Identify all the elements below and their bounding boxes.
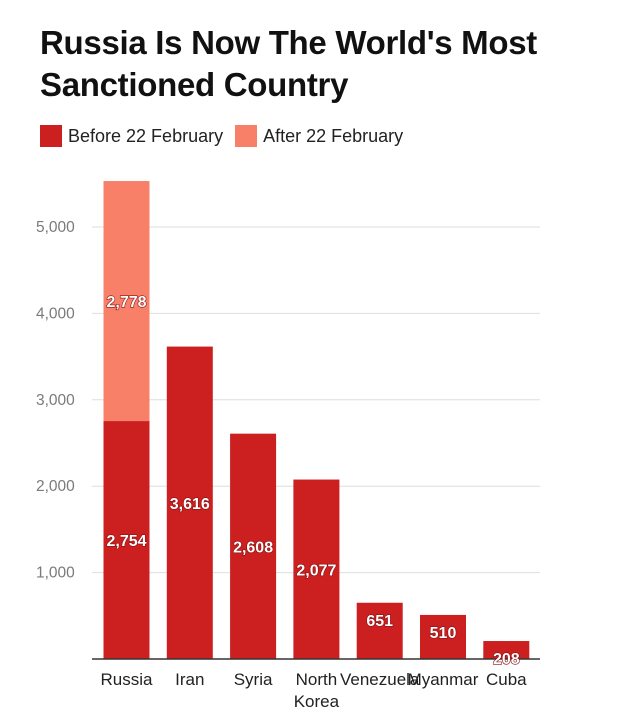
data-label: 2,754: [106, 533, 146, 550]
bar-before: [483, 641, 530, 659]
chart-title: Russia Is Now The World's Most Sanctione…: [40, 24, 537, 103]
x-tick-label: Myanmar: [408, 670, 479, 689]
data-label: 2,778: [106, 294, 146, 311]
x-tick-label: Russia: [101, 670, 154, 689]
x-tick-label: Venezuela: [340, 670, 420, 689]
x-tick-label: Cuba: [486, 670, 527, 689]
data-label: 3,616: [170, 496, 210, 513]
data-label: 2,608: [233, 539, 273, 556]
legend: Before 22 February After 22 February: [40, 124, 415, 148]
legend-item-before: Before 22 February: [40, 125, 223, 147]
bar-before: [230, 433, 277, 659]
legend-label-before: Before 22 February: [68, 125, 224, 146]
y-tick-label: 1,000: [36, 565, 75, 582]
bar-after: [103, 181, 150, 422]
data-label: 2,077: [296, 562, 336, 579]
legend-label-after: After 22 February: [263, 125, 404, 146]
bar-before: [356, 602, 403, 659]
data-label: 510: [430, 625, 457, 642]
y-tick-label: 5,000: [36, 219, 75, 236]
legend-swatch-before: [40, 125, 62, 147]
bar-before: [166, 346, 213, 659]
data-label: 651: [366, 613, 393, 630]
y-tick-label: 2,000: [36, 478, 75, 495]
bar-before: [293, 479, 340, 659]
bar-before: [420, 614, 466, 659]
legend-swatch-after: [235, 125, 258, 147]
y-tick-label: 4,000: [36, 305, 75, 322]
data-label: 208: [493, 651, 520, 668]
x-tick-label: Iran: [175, 670, 204, 689]
bar-before: [103, 421, 150, 659]
legend-item-after: After 22 February: [235, 125, 403, 147]
x-tick-label: North Korea: [294, 670, 340, 711]
x-tick-label: Syria: [234, 670, 273, 689]
y-tick-label: 3,000: [36, 392, 75, 409]
